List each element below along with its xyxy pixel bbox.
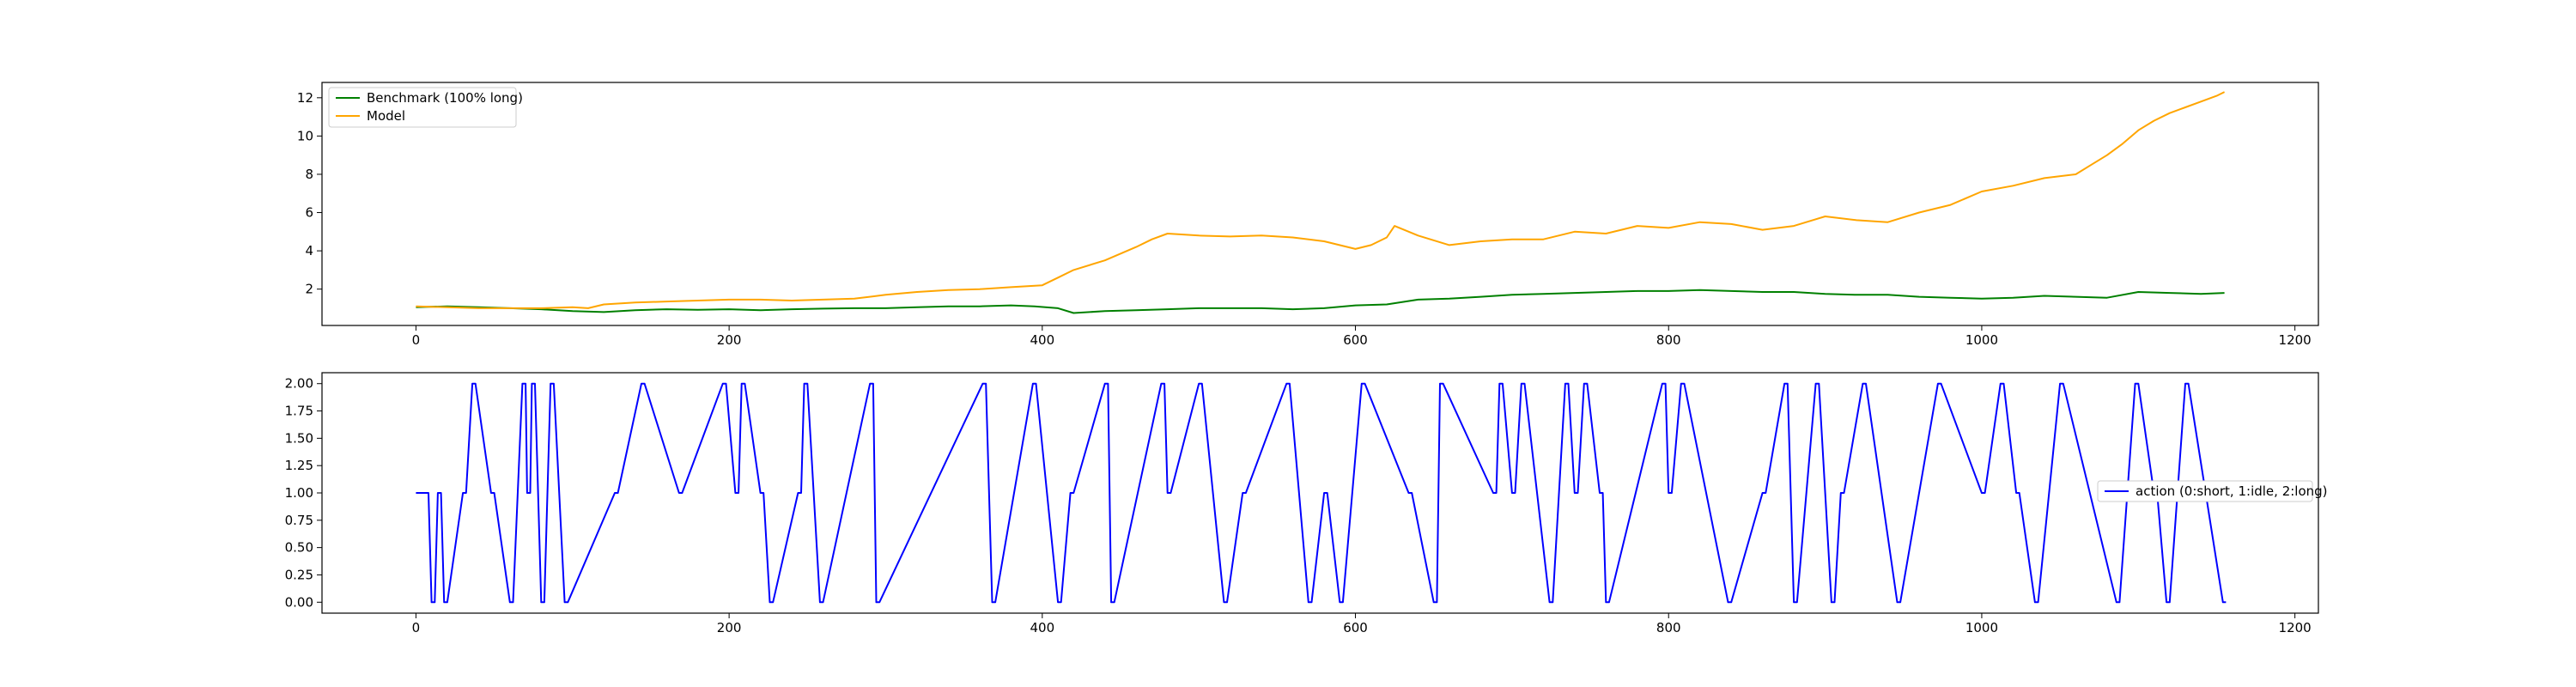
y-tick-label: 0.00	[285, 594, 313, 610]
action-chart: 0 200 400 600 800 1000 1200 0.00 0.25 0.50 0.75 1.…	[285, 372, 2328, 635]
plot-area-frame	[321, 82, 2319, 326]
legend-label-benchmark: Benchmark (100% long)	[367, 90, 523, 106]
x-axis: 0 200 400 600 800 1000 1200	[412, 325, 2312, 348]
legend: Benchmark (100% long) Model	[328, 87, 523, 128]
x-tick-label: 200	[717, 620, 742, 635]
legend-label-action: action (0:short, 1:idle, 2:long)	[2136, 483, 2328, 499]
x-tick-label: 600	[1343, 620, 1368, 635]
y-tick-label: 1.25	[285, 458, 313, 473]
y-axis: 0.00 0.25 0.50 0.75 1.00 1.25 1.50 1.75 2.00	[285, 376, 322, 610]
series-line-model	[416, 91, 2226, 309]
y-tick-label: 2.00	[285, 376, 313, 392]
x-tick-label: 800	[1656, 332, 1681, 348]
y-tick-label: 12	[297, 90, 313, 106]
series-line-benchmark-100-long	[416, 289, 2225, 314]
y-tick-label: 6	[305, 205, 313, 221]
y-tick-label: 1.75	[285, 404, 313, 419]
x-tick-label: 200	[717, 332, 742, 348]
y-axis: 2 4 6 8 10 12	[297, 90, 322, 297]
x-tick-label: 0	[412, 620, 421, 635]
y-tick-label: 1.00	[285, 485, 313, 501]
legend-label-model: Model	[367, 108, 405, 124]
x-tick-label: 1000	[1965, 620, 1998, 635]
x-tick-label: 1200	[2279, 332, 2312, 348]
series-layer	[416, 382, 2227, 604]
series-layer	[416, 91, 2226, 314]
x-tick-label: 600	[1343, 332, 1368, 348]
legend: action (0:short, 1:idle, 2:long)	[2097, 480, 2328, 502]
y-tick-label: 4	[305, 243, 313, 258]
y-tick-label: 10	[297, 128, 313, 143]
x-tick-label: 400	[1030, 332, 1055, 348]
series-line-action-0-short-1-idle-2-long	[416, 382, 2227, 604]
x-tick-label: 1200	[2279, 620, 2312, 635]
x-tick-label: 1000	[1965, 332, 1998, 348]
y-tick-label: 2	[305, 282, 313, 297]
y-tick-label: 8	[305, 167, 313, 182]
y-tick-label: 0.50	[285, 540, 313, 556]
x-tick-label: 400	[1030, 620, 1055, 635]
x-tick-label: 800	[1656, 620, 1681, 635]
x-tick-label: 0	[412, 332, 421, 348]
y-tick-label: 0.25	[285, 567, 313, 582]
y-tick-label: 1.50	[285, 430, 313, 446]
legend-box	[328, 87, 517, 128]
y-tick-label: 0.75	[285, 513, 313, 528]
model-vs-benchmark-chart: 0 200 400 600 800 1000 1200 2 4 6 8 10 12 Benchmark…	[297, 82, 2319, 348]
legend-box	[2097, 480, 2313, 502]
x-axis: 0 200 400 600 800 1000 1200	[412, 613, 2312, 635]
